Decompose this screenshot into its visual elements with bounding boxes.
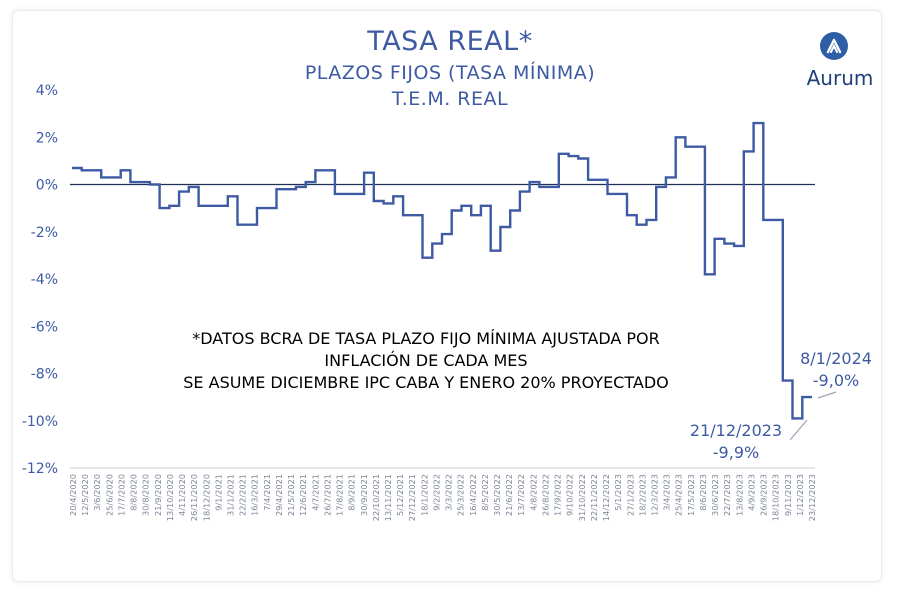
x-tick-label: 9/2/2022	[431, 474, 441, 511]
logo-mark-icon	[820, 32, 848, 60]
footnote-line-1: *DATOS BCRA DE TASA PLAZO FIJO MÍNIMA AJ…	[192, 329, 660, 348]
x-tick-label: 31/10/2022	[577, 474, 587, 521]
chart-card	[12, 10, 882, 582]
x-tick-label: 30/5/2022	[492, 474, 502, 516]
x-tick-label: 7/4/2021	[262, 474, 272, 511]
x-tick-label: 17/8/2021	[335, 474, 345, 516]
x-tick-label: 8/5/2022	[480, 474, 490, 511]
x-tick-label: 26/8/2022	[540, 474, 550, 516]
x-tick-label: 27/1/2023	[625, 474, 635, 516]
y-tick-label: -10%	[22, 414, 58, 430]
y-tick-label: 0%	[36, 178, 58, 194]
x-tick-label: 21/5/2021	[286, 474, 296, 516]
x-tick-label: 13/10/2020	[165, 474, 175, 521]
x-tick-label: 17/5/2023	[686, 474, 696, 516]
x-tick-label: 31/1/2021	[225, 474, 235, 516]
footnote: *DATOS BCRA DE TASA PLAZO FIJO MÍNIMA AJ…	[96, 328, 756, 394]
x-tick-label: 8/9/2021	[347, 474, 357, 511]
x-tick-label: 8/8/2020	[129, 474, 139, 511]
x-tick-label: 3/3/2022	[444, 474, 454, 511]
y-tick-label: -8%	[31, 367, 58, 383]
x-tick-label: 4/7/2021	[310, 474, 320, 511]
x-tick-label: 26/9/2023	[759, 474, 769, 516]
annotation-latest-value: -9,0%	[812, 371, 860, 390]
x-tick-label: 25/4/2023	[674, 474, 684, 516]
x-tick-label: 4/11/2020	[177, 474, 187, 516]
annotation-min-value: -9,9%	[712, 443, 760, 462]
annotation-leader-1	[817, 391, 837, 399]
x-tick-label: 12/3/2023	[650, 474, 660, 516]
x-tick-label: 4/9/2023	[746, 474, 756, 511]
x-tick-label: 1/12/2023	[795, 474, 805, 516]
x-tick-label: 9/10/2022	[565, 474, 575, 516]
x-tick-label: 26/11/2020	[189, 474, 199, 521]
x-tick-label: 8/6/2023	[698, 474, 708, 511]
x-tick-label: 30/9/2021	[359, 474, 369, 516]
footnote-line-2: INFLACIÓN DE CADA MES	[324, 351, 528, 370]
x-tick-label: 5/12/2021	[395, 474, 405, 516]
x-tick-label: 13/8/2023	[734, 474, 744, 516]
x-tick-label: 17/7/2020	[116, 474, 126, 516]
x-tick-label: 21/6/2022	[504, 474, 514, 516]
x-tick-label: 14/12/2022	[601, 474, 611, 521]
x-tick-label: 30/6/2023	[710, 474, 720, 516]
annotation-latest: 8/1/2024 -9,0%	[786, 348, 886, 392]
x-tick-label: 17/9/2022	[553, 474, 563, 516]
annotation-min: 21/12/2023 -9,9%	[676, 420, 796, 464]
x-tick-label: 16/3/2021	[250, 474, 260, 516]
x-tick-label: 20/4/2020	[68, 474, 78, 516]
x-tick-label: 27/12/2021	[407, 474, 417, 521]
x-tick-label: 9/11/2023	[783, 474, 793, 516]
y-tick-label: -2%	[31, 225, 58, 241]
aurum-logo: Aurum	[800, 30, 880, 90]
x-tick-label: 16/4/2022	[468, 474, 478, 516]
x-tick-label: 21/9/2020	[153, 474, 163, 516]
x-tick-label: 25/6/2020	[104, 474, 114, 516]
x-tick-label: 18/2/2023	[637, 474, 647, 516]
logo-text: Aurum	[806, 66, 874, 90]
x-tick-label: 18/12/2020	[201, 474, 211, 521]
annotation-leader-2	[789, 419, 808, 441]
x-tick-label: 18/1/2022	[419, 474, 429, 516]
chart-title: TASA REAL*	[367, 26, 533, 57]
x-tick-label: 13/7/2022	[516, 474, 526, 516]
x-tick-label: 5/1/2023	[613, 474, 623, 511]
x-tick-label: 13/11/2021	[383, 474, 393, 521]
y-tick-label: -4%	[31, 272, 58, 288]
chart-subtitle-1: PLAZOS FIJOS (TASA MÍNIMA)	[304, 62, 596, 84]
annotation-latest-date: 8/1/2024	[800, 349, 872, 368]
y-tick-label: 2%	[36, 130, 58, 146]
x-tick-label: 22/7/2023	[722, 474, 732, 516]
x-tick-label: 22/2/2021	[238, 474, 248, 516]
x-tick-label: 22/11/2022	[589, 474, 599, 521]
x-tick-label: 30/8/2020	[141, 474, 151, 516]
x-tick-label: 22/10/2021	[371, 474, 381, 521]
chart-subtitle-2: T.E.M. REAL	[391, 88, 509, 110]
footnote-line-3: SE ASUME DICIEMBRE IPC CABA Y ENERO 20% …	[183, 373, 669, 392]
x-tick-label: 12/6/2021	[298, 474, 308, 516]
x-tick-label: 23/12/2023	[807, 474, 817, 521]
x-tick-label: 3/6/2020	[92, 474, 102, 511]
y-tick-label: -12%	[22, 461, 58, 477]
x-tick-label: 12/5/2020	[80, 474, 90, 516]
x-tick-label: 4/8/2022	[528, 474, 538, 511]
series-line	[72, 121, 812, 420]
y-tick-label: 4%	[36, 83, 58, 99]
x-tick-label: 29/4/2021	[274, 474, 284, 516]
x-tick-label: 18/10/2023	[771, 474, 781, 521]
x-tick-label: 26/7/2021	[322, 474, 332, 516]
x-tick-label: 25/3/2022	[456, 474, 466, 516]
annotation-min-date: 21/12/2023	[689, 421, 783, 440]
x-tick-label: 3/4/2023	[662, 474, 672, 511]
y-tick-label: -6%	[31, 319, 58, 335]
x-tick-label: 9/1/2021	[213, 474, 223, 511]
